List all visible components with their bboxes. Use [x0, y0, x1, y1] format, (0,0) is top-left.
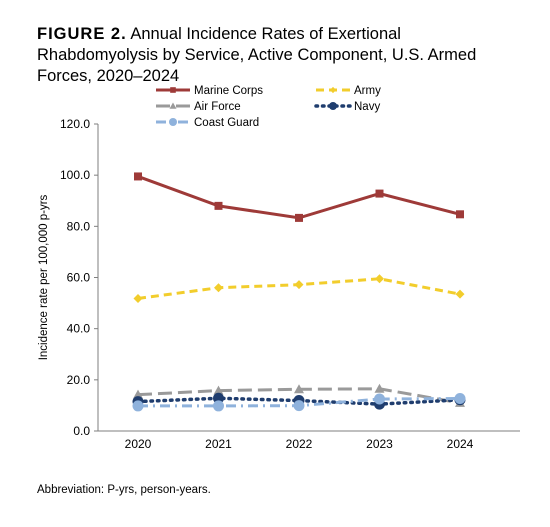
data-point	[293, 400, 305, 412]
data-point	[214, 201, 223, 210]
data-point	[375, 274, 384, 284]
data-point	[456, 210, 464, 219]
data-point	[374, 383, 385, 393]
data-point	[133, 293, 143, 303]
y-tick-label: 60.0	[67, 271, 91, 285]
legend-marker	[329, 86, 337, 94]
x-tick-label: 2022	[286, 437, 313, 451]
data-point	[132, 400, 144, 412]
data-point	[134, 172, 142, 181]
y-tick-label: 40.0	[67, 322, 91, 336]
legend-label: Army	[354, 85, 381, 97]
data-point	[454, 393, 466, 405]
data-point	[214, 283, 223, 293]
legend-marker	[169, 102, 177, 109]
data-point	[213, 385, 224, 395]
figure-title: FIGURE 2. Annual Incidence Rates of Exer…	[37, 24, 517, 87]
legend-marker	[170, 87, 176, 93]
y-tick-label: 120.0	[60, 117, 90, 131]
data-point	[213, 392, 224, 404]
legend-marker	[329, 102, 337, 110]
series-line	[137, 175, 461, 220]
data-point	[294, 384, 304, 394]
data-point	[294, 280, 304, 290]
legend-label: Marine Corps	[194, 85, 263, 97]
legend-marker	[169, 118, 177, 126]
data-point	[455, 289, 465, 299]
legend-label: Air Force	[194, 101, 241, 113]
x-tick-label: 2021	[205, 437, 232, 451]
data-point	[374, 393, 385, 405]
footnote: Abbreviation: P-yrs, person-years.	[37, 484, 211, 496]
y-tick-label: 0.0	[73, 424, 90, 438]
x-tick-label: 2023	[366, 437, 393, 451]
x-tick-label: 2024	[447, 437, 474, 451]
data-point	[375, 189, 384, 198]
figure-title-text: Annual Incidence Rates of Exertional Rha…	[37, 25, 477, 85]
data-point	[133, 389, 143, 399]
data-point	[213, 400, 224, 412]
legend-label: Navy	[354, 101, 380, 113]
y-tick-label: 20.0	[67, 373, 91, 387]
y-tick-label: 80.0	[67, 219, 91, 233]
y-tick-label: 100.0	[60, 168, 90, 182]
legend-label: Coast Guard	[194, 117, 259, 129]
x-tick-label: 2020	[125, 437, 152, 451]
y-axis-label: Incidence rate per 100,000 p-yrs	[38, 194, 50, 360]
figure-label: FIGURE 2.	[37, 25, 127, 43]
data-point	[295, 213, 303, 222]
